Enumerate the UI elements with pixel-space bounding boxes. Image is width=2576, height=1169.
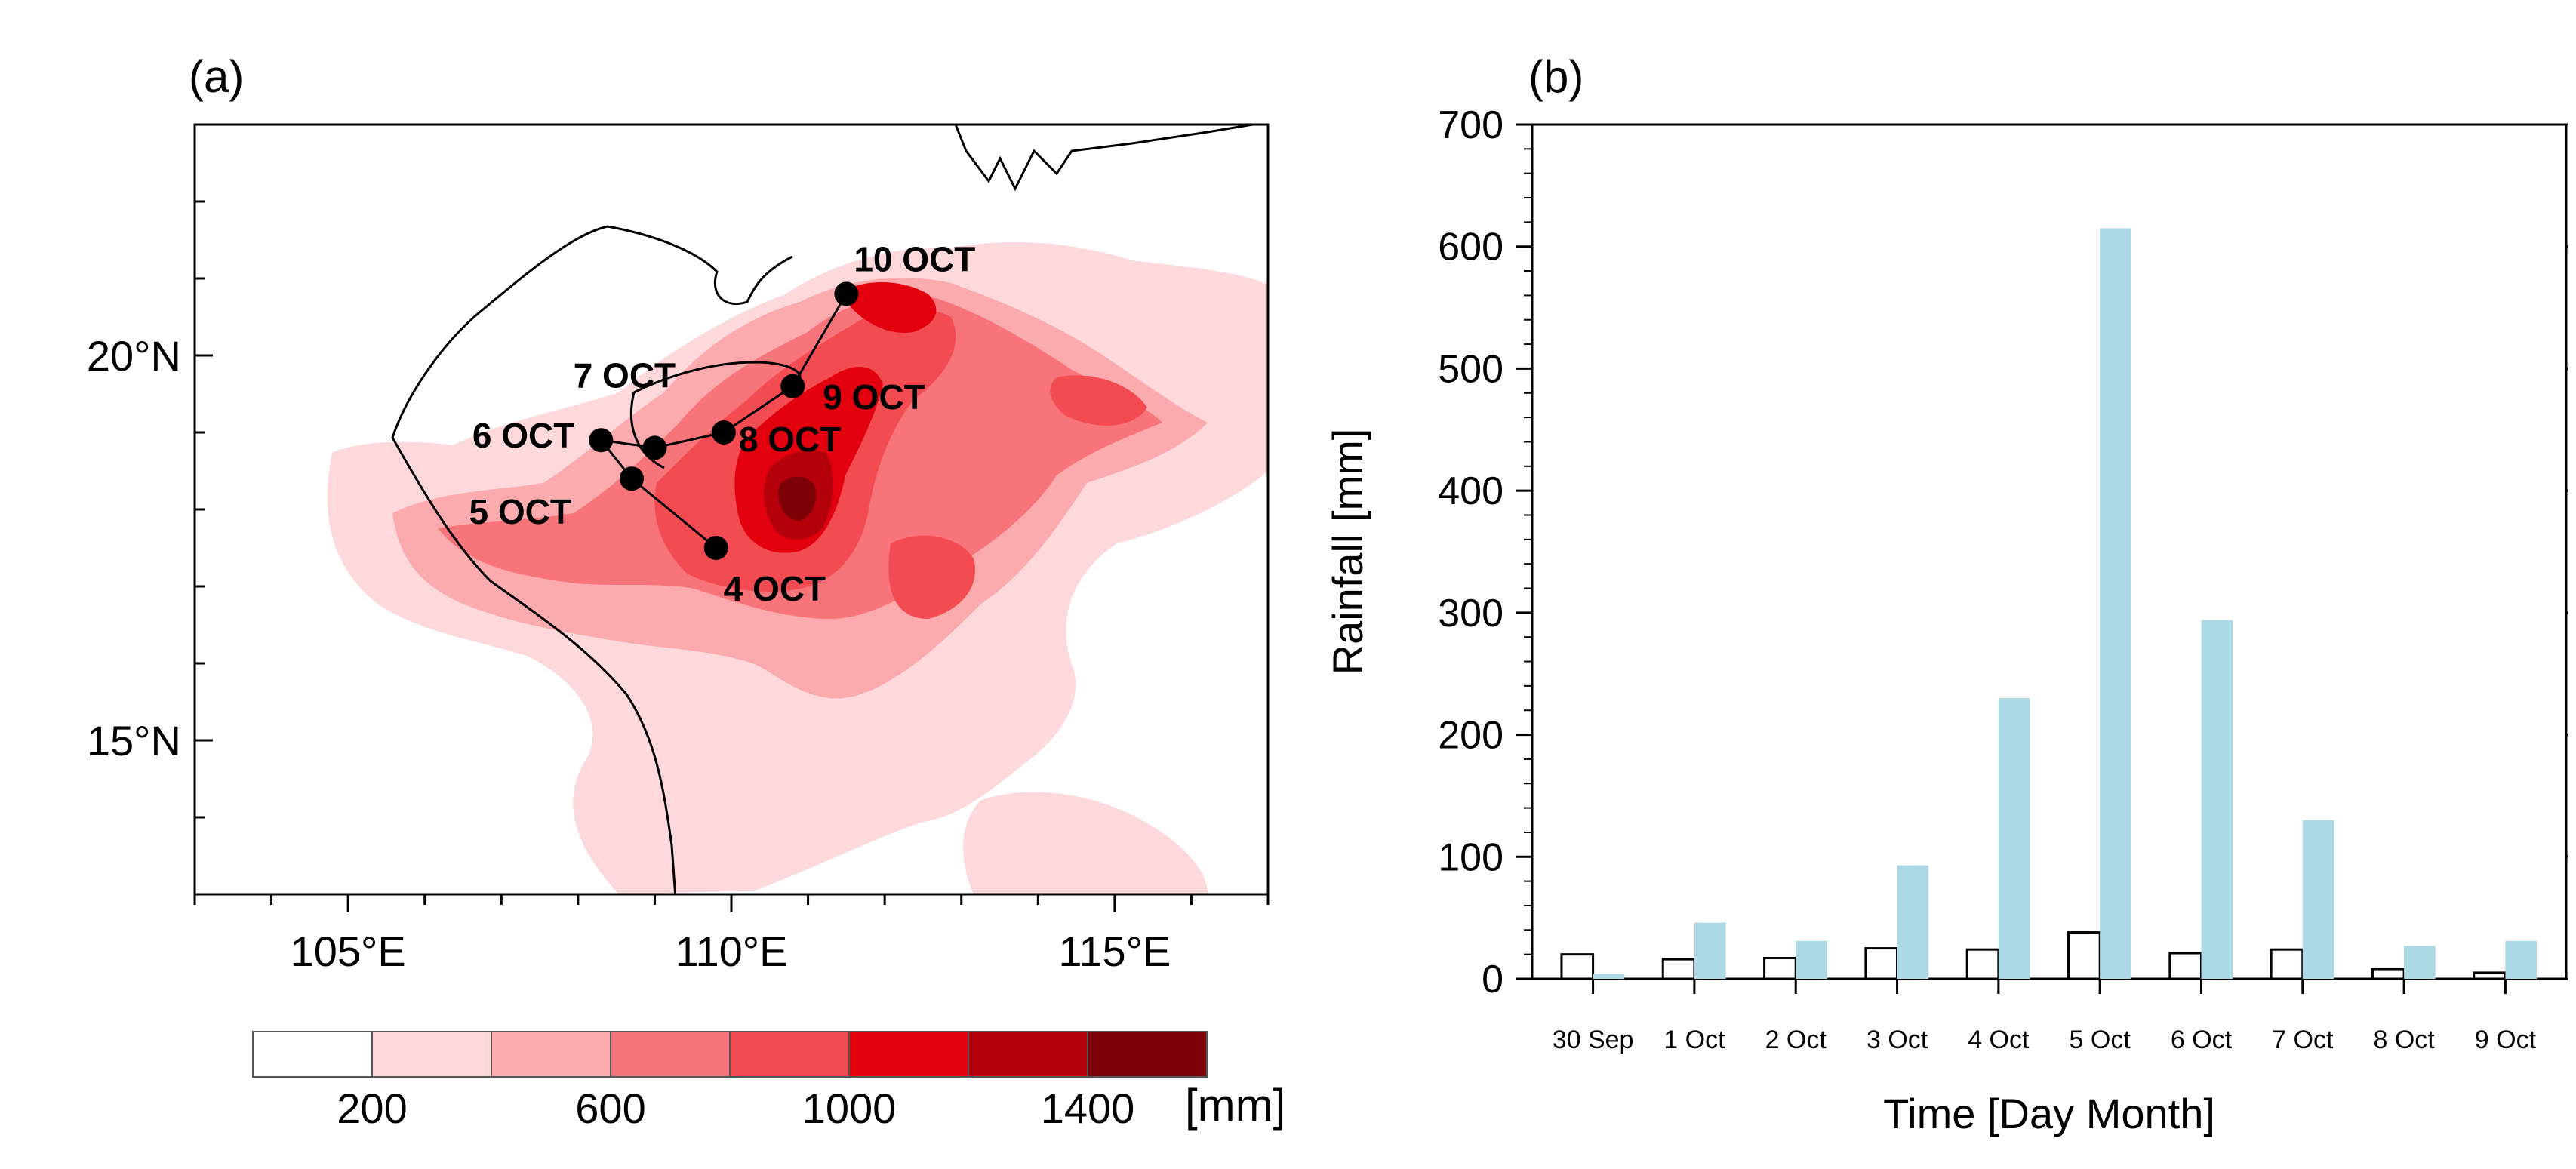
- track-point: [834, 281, 859, 306]
- map-axis-labels: 105°E 110°E 115°E 20°N 15°N: [87, 332, 1171, 975]
- x-tick-label: 7 Oct: [2272, 1026, 2334, 1054]
- track-point: [711, 420, 736, 445]
- coastline: [391, 125, 1260, 894]
- x-tick-label: 4 Oct: [1968, 1026, 2030, 1054]
- panel-a-label: (a): [189, 51, 244, 102]
- colorbar-label: 1400: [1041, 1084, 1135, 1132]
- track-point: [589, 428, 614, 453]
- x-axis-title: Time [Day Month]: [1883, 1090, 2215, 1137]
- y-tick-label: 500: [1438, 347, 1503, 391]
- series-2-bar: [2404, 946, 2436, 979]
- series-2-bar: [2302, 820, 2334, 979]
- y-tick-label: 200: [1438, 714, 1503, 758]
- colorbar-label: 600: [575, 1084, 645, 1132]
- series-1-bar: [1763, 957, 1797, 980]
- x-tick-label: 9 Oct: [2475, 1026, 2537, 1054]
- plot-frame: [1531, 123, 2568, 980]
- colorbar-swatch: [371, 1031, 492, 1078]
- series-1-bar: [2473, 971, 2507, 980]
- track-label: 6 OCT: [472, 416, 574, 455]
- lon-label: 105°E: [291, 928, 406, 975]
- series-2-bar: [1593, 974, 1625, 979]
- lat-label: 20°N: [87, 332, 181, 380]
- series-2-bar: [2100, 228, 2131, 979]
- series-2-bar: [1998, 698, 2030, 979]
- series-2-bar: [2505, 940, 2538, 979]
- map-ticks: [193, 123, 1270, 912]
- track-label: 9 OCT: [823, 377, 925, 417]
- track-point: [703, 536, 728, 560]
- colorbar-swatch: [491, 1031, 611, 1078]
- series-2-bar: [2201, 620, 2233, 979]
- series-1-bar: [1965, 948, 2000, 980]
- colorbar-label: 1000: [802, 1084, 897, 1132]
- colorbar-swatch: [729, 1031, 850, 1078]
- track-point: [619, 466, 644, 491]
- rain-contour-level-4c: [1050, 375, 1147, 426]
- x-tick-label: 30 Sep: [1553, 1026, 1634, 1054]
- colorbar-swatch: [968, 1031, 1088, 1078]
- track-label: 10 OCT: [854, 239, 975, 278]
- track-label: 4 OCT: [724, 569, 826, 608]
- x-tick-label: 3 Oct: [1867, 1026, 1928, 1054]
- y-tick-label: 300: [1438, 592, 1503, 635]
- series-1-bar: [2067, 931, 2101, 980]
- series-1-bar: [1560, 953, 1595, 980]
- rainfall-bar-chart: 0 100 200 300 400 500 600 700 30 Sep 1 Oct 2 Oct 3 …: [1438, 103, 2568, 1054]
- colorbar-swatch: [610, 1031, 731, 1078]
- y-tick-label: 0: [1482, 958, 1503, 1001]
- y-tick-label: 700: [1438, 103, 1503, 147]
- colorbar-unit: [mm]: [1185, 1080, 1285, 1131]
- series-1-bar: [1661, 958, 1696, 980]
- series-1-bar: [2371, 968, 2405, 980]
- colorbar-swatch: [252, 1031, 373, 1078]
- colorbar: 200 600 1000 1400: [252, 1031, 1208, 1132]
- series-2-bar: [1694, 922, 1726, 979]
- series-1-bar: [1864, 947, 1899, 980]
- lon-label: 115°E: [1058, 928, 1171, 975]
- track-point: [780, 374, 805, 398]
- rain-contour-level-1b: [963, 792, 1208, 894]
- series-2-bar: [1897, 865, 1929, 979]
- track-point: [642, 435, 667, 460]
- series-1-bar: [2270, 948, 2304, 980]
- series-2-bar: [1796, 940, 1827, 979]
- track-label: 8 OCT: [739, 420, 841, 459]
- rain-contour-level-5b: [848, 282, 937, 333]
- y-tick-label: 400: [1438, 469, 1503, 513]
- rain-contour-level-4b: [888, 535, 975, 619]
- y-axis-title: Rainfall [mm]: [1324, 429, 1371, 675]
- lat-label: 15°N: [87, 717, 181, 764]
- x-tick-label: 8 Oct: [2373, 1026, 2435, 1054]
- colorbar-swatch: [1087, 1031, 1208, 1078]
- x-tick-label: 1 Oct: [1663, 1026, 1725, 1054]
- y-tick-label: 100: [1438, 835, 1503, 879]
- rain-contour-level-7: [778, 476, 817, 521]
- colorbar-label: 200: [337, 1084, 407, 1132]
- series-1-bar: [2168, 952, 2202, 980]
- x-tick-label: 6 Oct: [2171, 1026, 2233, 1054]
- x-tick-label: 5 Oct: [2070, 1026, 2131, 1054]
- lon-label: 110°E: [675, 928, 787, 975]
- track-label: 7 OCT: [574, 355, 676, 395]
- x-tick-label: 2 Oct: [1765, 1026, 1827, 1054]
- rainfall-map: 105°E 110°E 115°E 20°N 15°N 4 OCT 5 OCT 6 OCT7…: [87, 123, 1270, 975]
- track-label: 5 OCT: [469, 492, 571, 531]
- y-tick-label: 600: [1438, 226, 1503, 269]
- panel-b-label: (b): [1528, 51, 1583, 102]
- rainfall-contours: [327, 125, 1268, 894]
- colorbar-swatch: [848, 1031, 969, 1078]
